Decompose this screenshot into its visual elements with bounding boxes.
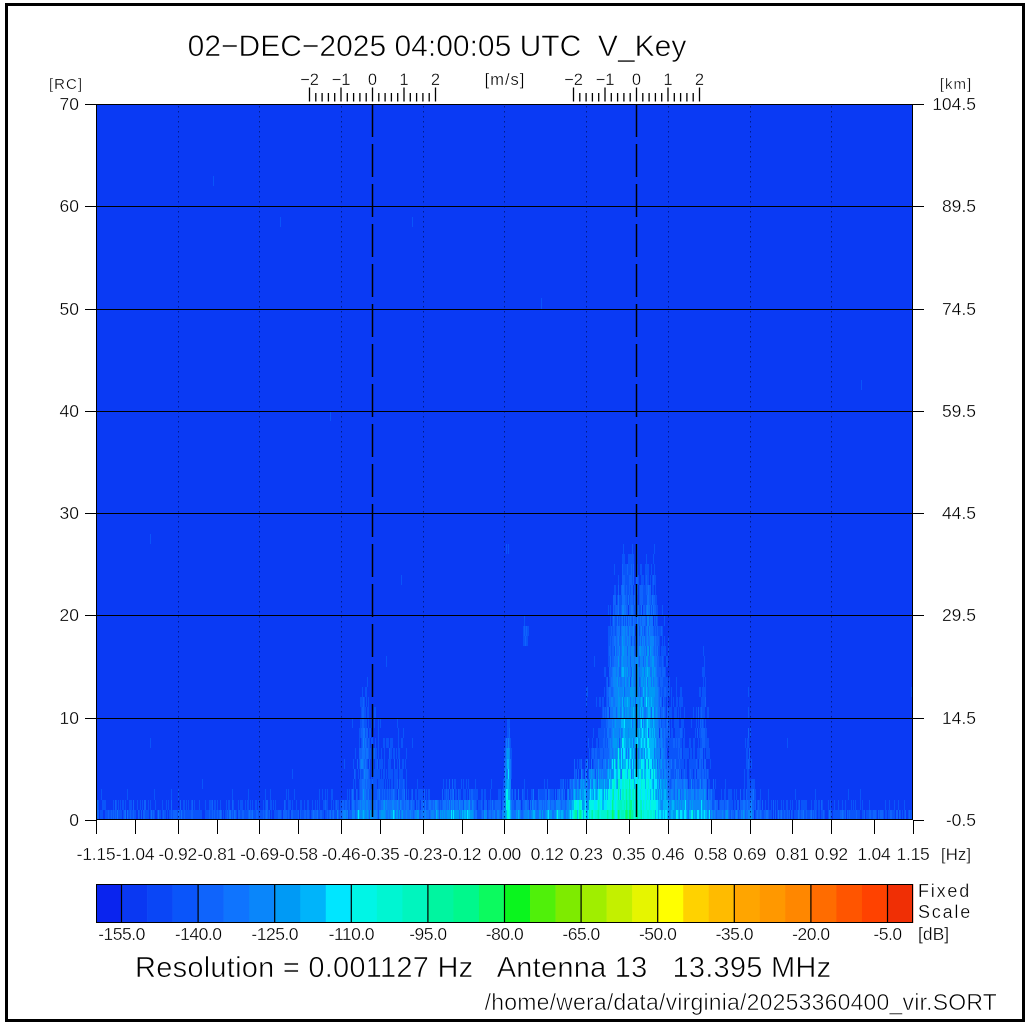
svg-text:1: 1: [399, 71, 408, 89]
svg-text:[dB]: [dB]: [918, 924, 949, 944]
svg-text:1: 1: [663, 71, 672, 89]
svg-text:-0.5: -0.5: [946, 810, 976, 830]
svg-text:70: 70: [60, 94, 80, 114]
svg-text:0.69: 0.69: [733, 844, 766, 864]
svg-text:14.5: 14.5: [942, 708, 976, 728]
svg-text:-0.23: -0.23: [403, 844, 442, 864]
svg-text:0.92: 0.92: [815, 844, 848, 864]
svg-text:Scale: Scale: [918, 902, 972, 922]
svg-text:−2: −2: [300, 71, 319, 89]
svg-text:-155.0: -155.0: [98, 924, 145, 944]
svg-text:0.46: 0.46: [651, 844, 684, 864]
svg-text:1.15: 1.15: [896, 844, 929, 864]
svg-text:89.5: 89.5: [942, 196, 976, 216]
svg-text:-0.46: -0.46: [322, 844, 361, 864]
svg-text:-140.0: -140.0: [175, 924, 222, 944]
svg-text:0.35: 0.35: [612, 844, 645, 864]
svg-text:-35.0: -35.0: [716, 924, 754, 944]
svg-text:/home/wera/data/virginia/20253: /home/wera/data/virginia/20253360400_vir…: [485, 989, 997, 1015]
svg-text:−1: −1: [332, 71, 351, 89]
svg-text:−2: −2: [564, 71, 583, 89]
svg-text:-1.04: -1.04: [116, 844, 155, 864]
svg-text:2: 2: [695, 71, 704, 89]
svg-text:0.12: 0.12: [531, 844, 564, 864]
svg-text:−1: −1: [596, 71, 615, 89]
svg-text:30: 30: [60, 503, 80, 523]
svg-text:-95.0: -95.0: [409, 924, 447, 944]
svg-text:0.81: 0.81: [776, 844, 809, 864]
svg-text:40: 40: [60, 401, 80, 421]
svg-text:-65.0: -65.0: [562, 924, 600, 944]
svg-text:0: 0: [368, 71, 377, 89]
svg-text:-0.58: -0.58: [279, 844, 318, 864]
svg-text:0.23: 0.23: [570, 844, 603, 864]
svg-text:60: 60: [60, 196, 80, 216]
svg-text:-20.0: -20.0: [792, 924, 830, 944]
svg-text:-0.69: -0.69: [240, 844, 279, 864]
svg-text:29.5: 29.5: [942, 605, 976, 625]
svg-text:Resolution = 0.001127 Hz Ant: Resolution = 0.001127 Hz Antenna 13 13.3…: [135, 952, 831, 984]
svg-text:0: 0: [69, 810, 79, 830]
svg-text:20: 20: [60, 605, 80, 625]
svg-text:-80.0: -80.0: [486, 924, 524, 944]
svg-text:[km]: [km]: [940, 76, 972, 93]
svg-text:0.58: 0.58: [694, 844, 727, 864]
svg-text:50: 50: [60, 299, 80, 319]
svg-text:[RC]: [RC]: [49, 76, 83, 93]
svg-text:-1.15: -1.15: [77, 844, 116, 864]
svg-text:74.5: 74.5: [942, 299, 976, 319]
svg-text:-5.0: -5.0: [873, 924, 902, 944]
svg-text:1.04: 1.04: [857, 844, 891, 864]
svg-text:59.5: 59.5: [942, 401, 976, 421]
svg-text:-0.12: -0.12: [443, 844, 482, 864]
svg-text:2: 2: [431, 71, 440, 89]
svg-text:-125.0: -125.0: [251, 924, 298, 944]
svg-text:44.5: 44.5: [942, 503, 976, 523]
svg-text:-110.0: -110.0: [329, 924, 375, 944]
svg-text:[Hz]: [Hz]: [941, 845, 971, 864]
svg-text:0: 0: [632, 71, 641, 89]
svg-text:-0.81: -0.81: [197, 844, 236, 864]
svg-text:-50.0: -50.0: [639, 924, 677, 944]
svg-text:10: 10: [60, 708, 80, 728]
svg-text:104.5: 104.5: [932, 94, 976, 114]
svg-text:[m/s]: [m/s]: [485, 71, 526, 89]
svg-text:-0.35: -0.35: [361, 844, 400, 864]
svg-text:-0.92: -0.92: [158, 844, 197, 864]
svg-text:0.00: 0.00: [488, 844, 522, 864]
svg-text:02−DEC−2025 04:00:05 UTC V_Ke: 02−DEC−2025 04:00:05 UTC V_Key: [188, 30, 687, 63]
svg-text:Fixed: Fixed: [918, 881, 971, 901]
